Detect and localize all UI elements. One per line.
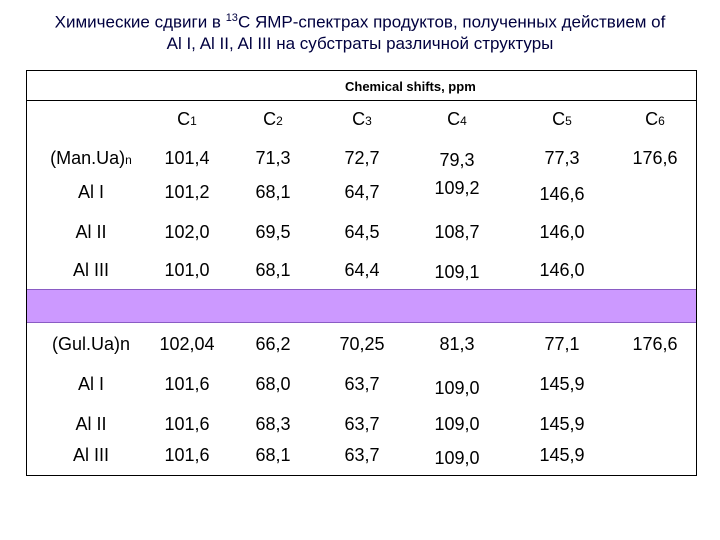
table-cell: 146,0: [539, 260, 585, 280]
table-cell: 68,0: [255, 374, 291, 394]
title-line-1-start: Химические сдвиги в: [54, 12, 226, 32]
column-header-c5: C5: [552, 109, 572, 129]
table-cell: 63,7: [344, 445, 380, 465]
table-cell: 109,1: [434, 262, 480, 282]
table-cell: 68,1: [255, 182, 291, 202]
shifts-table: Chemical shifts, ppm C1 C2 C3 C4 C5 C6 (…: [26, 70, 697, 476]
table-cell: 69,5: [255, 222, 291, 242]
column-header-c4: C4: [447, 109, 467, 129]
table-cell: 63,7: [344, 414, 380, 434]
table-cell: 101,6: [164, 414, 210, 434]
table-cell: 64,5: [344, 222, 380, 242]
table-cell: 145,9: [539, 445, 585, 465]
column-header-c3: C3: [352, 109, 372, 129]
table-header-label: Chemical shifts, ppm: [345, 79, 476, 94]
table-cell: 63,7: [344, 374, 380, 394]
table-cell: 109,0: [434, 414, 480, 434]
table-cell: 77,1: [544, 334, 580, 354]
table-cell: 145,9: [539, 374, 585, 394]
group-separator-band: [27, 289, 696, 323]
title-line-1-end: С ЯМР-спектрах продуктов, полученных дей…: [237, 12, 666, 32]
table-cell: 176,6: [632, 334, 678, 354]
row-label-al-iii: Al III: [72, 260, 109, 280]
row-label-al-i: Al I: [77, 374, 104, 394]
table-cell: 64,4: [344, 260, 380, 280]
row-label-al-i: Al I: [77, 182, 104, 202]
table-cell: 102,04: [159, 334, 215, 354]
table-cell: 68,3: [255, 414, 291, 434]
table-cell: 146,6: [539, 184, 585, 204]
table-cell: 71,3: [255, 148, 291, 168]
table-cell: 176,6: [632, 148, 678, 168]
title-line-2: Al I, Al II, Al III на субстраты различн…: [166, 33, 554, 53]
table-cell: 66,2: [255, 334, 291, 354]
table-cell: 101,6: [164, 374, 210, 394]
table-cell: 109,2: [434, 178, 480, 198]
table-cell: 102,0: [164, 222, 210, 242]
table-cell: 101,4: [164, 148, 210, 168]
row-label-man-ua: (Man.Ua)n: [50, 148, 132, 168]
column-header-c2: C2: [263, 109, 283, 129]
slide-title: Химические сдвиги в 13С ЯМР-спектрах про…: [0, 8, 720, 54]
table-cell: 109,0: [434, 448, 480, 468]
table-cell: 145,9: [539, 414, 585, 434]
row-label-gul-ua: (Gul.Ua)n: [51, 334, 131, 354]
column-header-c6: C6: [645, 109, 665, 129]
table-cell: 77,3: [544, 148, 580, 168]
row-label-al-ii: Al II: [75, 222, 107, 242]
title-superscript: 13: [225, 12, 238, 24]
table-cell: 109,0: [434, 378, 480, 398]
row-label-al-ii: Al II: [75, 414, 107, 434]
table-cell: 68,1: [255, 445, 291, 465]
table-cell: 68,1: [255, 260, 291, 280]
table-cell: 101,0: [164, 260, 210, 280]
table-cell: 146,0: [539, 222, 585, 242]
table-cell: 101,2: [164, 182, 210, 202]
table-cell: 64,7: [344, 182, 380, 202]
table-cell: 81,3: [439, 334, 475, 354]
column-header-c1: C1: [177, 109, 197, 129]
table-cell: 108,7: [434, 222, 480, 242]
table-cell: 72,7: [344, 148, 380, 168]
table-cell: 79,3: [439, 150, 475, 170]
title-line-1: Химические сдвиги в 13С ЯМР-спектрах про…: [0, 8, 720, 33]
table-cell: 70,25: [339, 334, 385, 354]
table-cell: 101,6: [164, 445, 210, 465]
table-header: Chemical shifts, ppm: [27, 71, 696, 101]
row-label-al-iii: Al III: [72, 445, 109, 465]
